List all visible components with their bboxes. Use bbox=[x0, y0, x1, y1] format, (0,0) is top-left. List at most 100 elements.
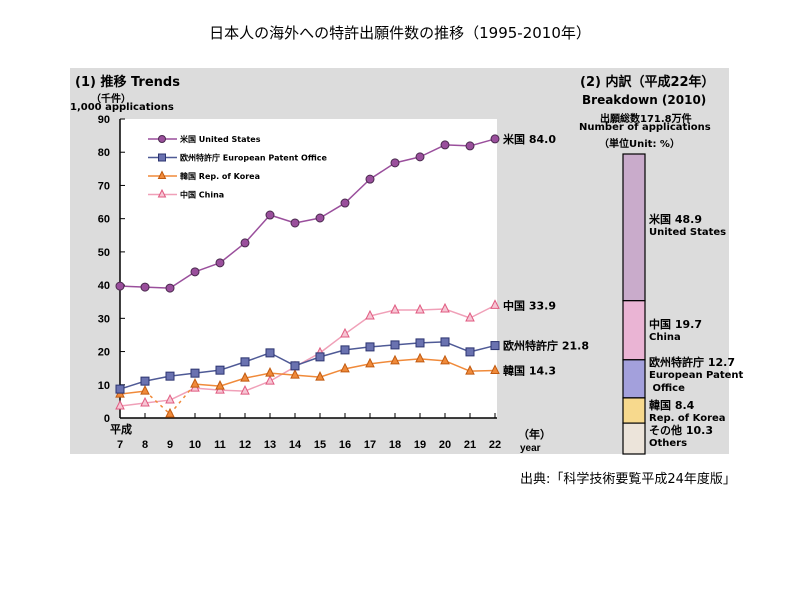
bar-segment-label-en: United States bbox=[649, 226, 727, 238]
bar-segment-label-value: 中国 19.7 bbox=[649, 318, 702, 332]
x-axis-era-label: 平成 bbox=[110, 422, 132, 436]
data-point-china bbox=[365, 309, 375, 320]
series-line-rep-of-korea bbox=[394, 358, 421, 362]
data-point-european-patent-office bbox=[290, 361, 300, 371]
bar-segment-label-en: European Patent bbox=[649, 369, 744, 381]
series-line-rep-of-korea bbox=[469, 369, 496, 372]
data-point-european-patent-office bbox=[490, 341, 500, 351]
data-point-rep-of-korea bbox=[315, 371, 325, 381]
series-line-china bbox=[194, 387, 221, 391]
total-applications-label: 出願総数171.8万件 bbox=[600, 114, 692, 125]
series-line-china bbox=[219, 389, 246, 392]
bar-segment-label-others: その他 10.3 Others bbox=[649, 424, 713, 450]
data-point-rep-of-korea bbox=[440, 354, 450, 365]
series-line-united-states bbox=[169, 271, 196, 289]
data-point-european-patent-office bbox=[140, 376, 150, 386]
end-label-china: 中国 33.9 bbox=[503, 298, 556, 312]
data-point-european-patent-office bbox=[165, 371, 175, 381]
data-point-european-patent-office bbox=[215, 365, 225, 375]
x-tick-label: 12 bbox=[239, 439, 251, 451]
unit-label: （単位Unit: %） bbox=[599, 139, 680, 150]
data-point-rep-of-korea bbox=[140, 384, 150, 395]
breakdown-subtitle: Breakdown (2010) bbox=[582, 93, 707, 107]
y-tick-label: 30 bbox=[98, 313, 110, 325]
data-point-united-states bbox=[440, 140, 450, 150]
data-point-china bbox=[415, 303, 425, 314]
x-axis-unit-jp: （年） bbox=[518, 427, 551, 441]
series-line-china bbox=[119, 402, 146, 407]
source-citation: 出典:「科学技術要覧平成24年度版」 bbox=[520, 472, 736, 487]
data-point-rep-of-korea bbox=[390, 354, 400, 365]
y-tick-label: 80 bbox=[98, 147, 110, 159]
series-line-rep-of-korea bbox=[269, 372, 296, 376]
data-point-rep-of-korea bbox=[290, 369, 300, 379]
legend-label-european-patent-office: 欧州特許庁 European Patent Office bbox=[180, 153, 327, 163]
series-line-rep-of-korea bbox=[219, 377, 246, 387]
series-line-rep-of-korea bbox=[194, 383, 221, 387]
data-point-united-states bbox=[315, 213, 325, 223]
data-point-united-states bbox=[490, 134, 500, 144]
series-line-china bbox=[419, 308, 446, 311]
x-tick-label: 20 bbox=[439, 439, 451, 451]
bar-segment-label-value: 欧州特許庁 12.7 bbox=[649, 355, 735, 369]
data-point-european-patent-office bbox=[115, 384, 125, 394]
data-point-united-states bbox=[165, 283, 175, 293]
data-point-rep-of-korea bbox=[490, 364, 500, 374]
x-tick-label: 17 bbox=[364, 439, 376, 451]
series-line-rep-of-korea bbox=[319, 368, 346, 378]
data-point-rep-of-korea bbox=[340, 362, 350, 373]
data-point-rep-of-korea bbox=[190, 377, 200, 388]
data-point-china bbox=[390, 303, 400, 314]
bar-segment-label-en: Rep. of Korea bbox=[649, 412, 726, 424]
legend-marker-rep-of-korea bbox=[157, 170, 167, 179]
data-point-rep-of-korea bbox=[165, 407, 175, 418]
y-tick-label: 40 bbox=[98, 280, 110, 292]
legend-label-united-states: 米国 United States bbox=[179, 134, 261, 144]
series-line-china bbox=[244, 380, 271, 392]
y-tick-label: 0 bbox=[104, 413, 110, 425]
series-line-united-states bbox=[369, 162, 396, 180]
end-label-rep-of-korea: 韓国 14.3 bbox=[503, 363, 556, 377]
data-point-rep-of-korea bbox=[365, 357, 375, 368]
legend-marker-united-states bbox=[158, 135, 166, 143]
y-tick-label: 90 bbox=[98, 114, 110, 126]
data-point-european-patent-office bbox=[190, 368, 200, 378]
x-tick-label: 9 bbox=[167, 439, 173, 451]
x-tick-label: 14 bbox=[289, 439, 302, 451]
end-label-european-patent-office: 欧州特許庁 21.8 bbox=[503, 339, 589, 353]
data-point-united-states bbox=[240, 238, 250, 248]
end-label-united-states: 米国 84.0 bbox=[502, 132, 556, 146]
x-tick-label: 13 bbox=[264, 439, 276, 451]
data-point-united-states bbox=[115, 281, 125, 291]
bar-segment-rep-of-korea bbox=[622, 397, 646, 424]
data-point-european-patent-office bbox=[465, 347, 475, 357]
data-point-china bbox=[165, 393, 175, 404]
series-line-rep-of-korea bbox=[419, 358, 446, 362]
data-point-rep-of-korea bbox=[215, 379, 225, 390]
data-point-china bbox=[340, 327, 350, 338]
bar-segment-label-european-patent-office: 欧州特許庁 12.7 European Patent Office bbox=[649, 356, 743, 395]
data-point-united-states bbox=[290, 218, 300, 228]
x-tick-label: 16 bbox=[339, 439, 351, 451]
data-point-european-patent-office bbox=[415, 338, 425, 348]
series-line-china bbox=[469, 304, 496, 319]
y-tick-label: 20 bbox=[98, 347, 110, 359]
series-line-china bbox=[369, 309, 396, 317]
data-point-european-patent-office bbox=[265, 348, 275, 358]
legend-label-rep-of-korea: 韓国 Rep. of Korea bbox=[180, 171, 260, 181]
bar-segment-label-value: その他 10.3 bbox=[649, 424, 713, 438]
x-axis-label: year bbox=[520, 443, 541, 454]
data-point-european-patent-office bbox=[365, 342, 375, 352]
x-tick-label: 21 bbox=[464, 439, 476, 451]
y-tick-label: 70 bbox=[98, 180, 110, 192]
x-tick-label: 10 bbox=[189, 439, 201, 451]
bar-segment-label-en: Others bbox=[649, 438, 688, 450]
y-tick-label: 50 bbox=[98, 247, 110, 259]
data-point-china bbox=[140, 396, 150, 407]
y-tick-label: 10 bbox=[98, 380, 110, 392]
data-point-european-patent-office bbox=[315, 352, 325, 362]
series-line-rep-of-korea bbox=[244, 372, 271, 379]
data-point-european-patent-office bbox=[440, 337, 450, 347]
data-point-china bbox=[465, 311, 475, 322]
